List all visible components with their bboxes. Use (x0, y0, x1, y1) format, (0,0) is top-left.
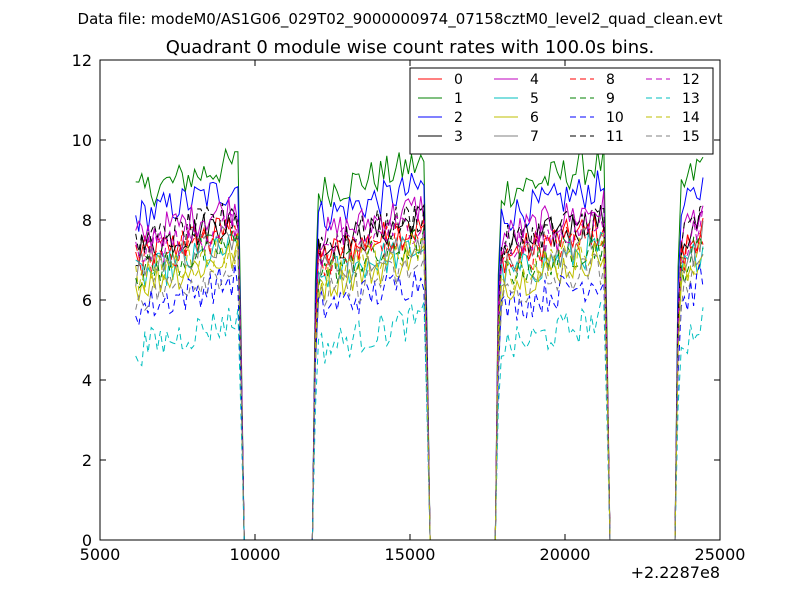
legend-label-11: 11 (606, 129, 624, 145)
legend-label-3: 3 (454, 129, 463, 145)
series-14-line (135, 232, 704, 541)
y-tick-label-0: 0 (82, 531, 92, 550)
legend-label-12: 12 (682, 72, 700, 88)
legend-label-6: 6 (530, 110, 539, 126)
legend-box (409, 67, 714, 155)
chart-suptitle: Data file: modeM0/AS1G06_029T02_90000009… (78, 10, 723, 29)
chart-title: Quadrant 0 module wise count rates with … (166, 37, 655, 58)
y-tick-label-8: 8 (82, 211, 92, 230)
legend-label-13: 13 (682, 91, 700, 107)
legend-label-1: 1 (454, 91, 463, 107)
series-12-line (135, 207, 704, 541)
legend-label-7: 7 (530, 129, 539, 145)
legend-label-2: 2 (454, 110, 463, 126)
legend-label-0: 0 (454, 72, 463, 88)
y-tick-label-10: 10 (72, 131, 92, 150)
legend-label-14: 14 (682, 110, 700, 126)
y-tick-label-2: 2 (82, 451, 92, 470)
x-tick-label-25000: 25000 (695, 545, 746, 564)
legend-label-10: 10 (606, 110, 624, 126)
y-tick-label-4: 4 (82, 371, 92, 390)
legend-label-5: 5 (530, 91, 539, 107)
y-tick-label-6: 6 (82, 291, 92, 310)
plot-lines (135, 146, 704, 541)
legend-label-4: 4 (530, 72, 539, 88)
legend-label-8: 8 (606, 72, 615, 88)
x-tick-label-10000: 10000 (230, 545, 281, 564)
legend-label-9: 9 (606, 91, 615, 107)
y-tick-label-12: 12 (72, 51, 92, 70)
series-15-line (135, 250, 704, 541)
x-tick-label-5000: 5000 (80, 545, 121, 564)
legend-label-15: 15 (682, 129, 700, 145)
x-tick-label-20000: 20000 (540, 545, 591, 564)
x-offset-label: +2.2287e8 (631, 563, 720, 582)
x-tick-label-15000: 15000 (385, 545, 436, 564)
